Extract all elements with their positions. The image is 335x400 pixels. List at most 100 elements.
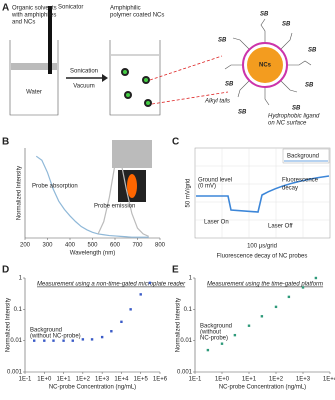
x-tick-label: 1E+3 (296, 377, 311, 383)
point (33, 339, 36, 342)
axes (24, 278, 160, 373)
x-tick-label: 800 (155, 243, 166, 249)
y-tick-label: 0.01 (180, 338, 192, 344)
x-tick-label: 700 (132, 243, 143, 249)
series-line (35, 155, 149, 238)
annotation: (without (200, 330, 221, 336)
x-tick-label: 1E+2 (269, 377, 284, 383)
annotation: Background (200, 324, 232, 330)
point (90, 338, 94, 341)
point (129, 308, 132, 311)
x-tick-label: 200 (20, 243, 31, 249)
point (247, 324, 251, 327)
panel-label: C (172, 137, 179, 148)
label: Laser On (204, 220, 229, 226)
inset-image (112, 140, 152, 168)
sb-label: SB (218, 38, 227, 44)
x-tick-label: 1E+0 (37, 377, 52, 383)
point (314, 276, 318, 280)
y-tick-label: 0.001 (7, 370, 23, 376)
point (62, 339, 65, 342)
panel-label: E (172, 265, 179, 276)
label: Alkyl tails (204, 99, 230, 105)
sb-label: SB (305, 83, 314, 89)
x-tick-label: 1E+6 (153, 377, 168, 383)
annotation: Background (30, 328, 62, 334)
chart-title: Measurement using a non-time-gated micro… (37, 282, 186, 288)
label: Water (26, 90, 42, 96)
label: (0 mV) (198, 184, 216, 190)
point (287, 295, 291, 299)
point (148, 281, 152, 285)
label: Hydrophobic ligand (268, 114, 320, 120)
panel-a-schematic (9, 6, 312, 116)
point (220, 342, 224, 345)
annotation: NC-probe) (200, 336, 228, 342)
point (52, 339, 55, 342)
label: Background (287, 154, 319, 160)
point (71, 339, 74, 342)
label: Fluorescence (282, 178, 319, 184)
label: and NCs (12, 20, 35, 26)
y-tick-label: 1 (189, 276, 193, 282)
y-tick-label: 0.01 (10, 338, 22, 344)
panel-label: D (2, 265, 9, 276)
sb-label: SB (282, 22, 291, 28)
sb-label: SB (225, 82, 234, 88)
point (81, 338, 85, 341)
x-tick-label: 500 (87, 243, 98, 249)
label: Sonicator (58, 5, 83, 11)
point (274, 305, 278, 309)
x-tick-label: 1E+5 (134, 377, 149, 383)
label: polymer coated NCs (110, 13, 164, 19)
x-tick-label: 1E+4 (323, 377, 335, 383)
y-tick-label: 0.1 (14, 307, 23, 313)
series-line (97, 159, 149, 237)
sb-label: SB (308, 48, 317, 54)
x-tick-label: 1E+1 (242, 377, 257, 383)
label: Vacuum (73, 84, 95, 90)
point (110, 330, 113, 333)
oscilloscope (194, 147, 331, 239)
label: Fluorescence decay of NC probes (217, 254, 308, 260)
label: with amphiphiles (11, 13, 56, 19)
label: 50 mV/grid (186, 178, 192, 207)
y-tick-label: 1 (19, 276, 23, 282)
x-tick-label: 1E-1 (19, 377, 32, 383)
label: Sonication (70, 69, 98, 75)
label: Amphiphilic (110, 6, 141, 12)
y-tick-label: 0.001 (177, 370, 193, 376)
y-tick-label: 0.1 (184, 307, 193, 313)
x-tick-label: 1E+4 (114, 377, 129, 383)
sb-label: SB (260, 12, 269, 18)
label: 100 µs/grid (247, 244, 277, 250)
y-axis-label: Normalized Intensity (17, 166, 23, 220)
x-tick-label: 1E+2 (76, 377, 91, 383)
panel-label: B (2, 137, 9, 148)
point (233, 333, 237, 337)
label: Laser Off (268, 224, 293, 230)
x-axis-label: Wavelength (nm) (70, 251, 115, 257)
point (260, 315, 264, 318)
x-axis-label: NC-probe Concentration (ng/mL) (219, 385, 306, 391)
sb-label: SB (292, 106, 301, 112)
point (100, 335, 104, 339)
point (43, 339, 46, 342)
legend-label: Probe emission (94, 204, 135, 210)
vial-glow (127, 174, 137, 198)
label: Ground level (198, 178, 232, 184)
sb-label: SB (238, 110, 247, 116)
label: decay (282, 186, 298, 192)
x-tick-label: 400 (65, 243, 76, 249)
x-tick-label: 1E-1 (189, 377, 202, 383)
y-axis-label: Normalized Intensity (6, 298, 12, 352)
point (139, 293, 142, 296)
x-tick-label: 300 (42, 243, 53, 249)
annotation: (without NC-probe) (30, 334, 81, 340)
label: NCs (259, 63, 272, 69)
x-tick-label: 1E+1 (56, 377, 71, 383)
legend-label: Probe absorption (32, 184, 78, 190)
point (120, 320, 123, 324)
label: on NC surface (268, 121, 307, 127)
label: Organic solvents (12, 6, 57, 12)
